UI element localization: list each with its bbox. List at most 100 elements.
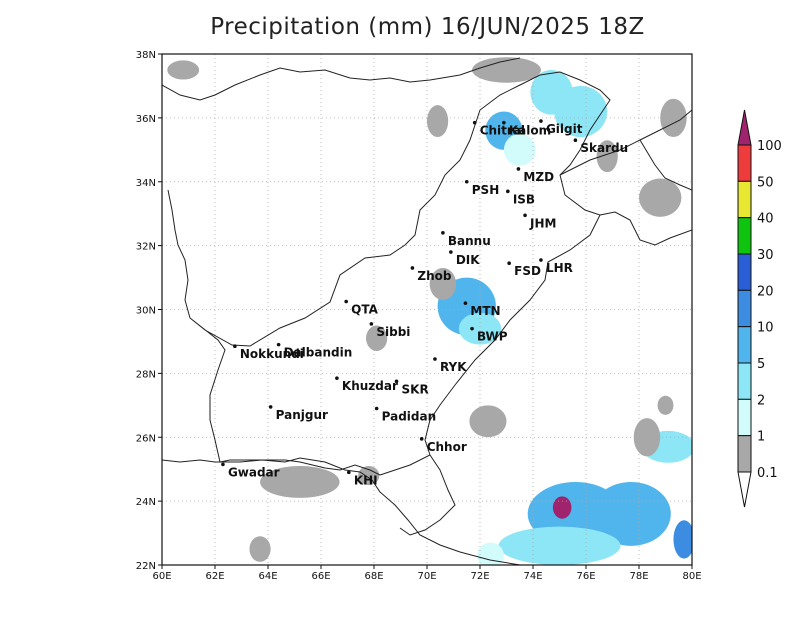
city-label: SKR [402,382,429,396]
precip-area [660,98,687,138]
precip-area [469,405,507,438]
legend-bottom-triangle [737,471,752,508]
lon-tick-label: 66E [311,571,330,582]
legend-swatch [737,253,752,291]
city-dot [433,357,437,361]
city-label: FSD [514,264,541,278]
city-label: Nokkundi [240,347,304,361]
lon-tick-label: 60E [152,571,171,582]
city-dot [374,406,379,411]
city-label: Khuzdar [342,379,398,393]
city-dot [233,344,237,349]
precip-area [657,395,674,415]
city-label: Sibbi [376,325,410,339]
precip-area [591,481,671,546]
city-dot [516,167,521,171]
city-dot [410,266,415,270]
color-legend: 0.1 1 2 5 10 20 30 40 50 100 [737,109,782,508]
precip-area [167,60,200,80]
lat-tick-label: 36N [136,114,156,125]
city-dot [344,299,348,304]
lat-tick-label: 30N [136,306,156,317]
legend-swatch [737,144,752,182]
legend-label: 50 [757,175,774,190]
city-label: Gilgit [546,122,583,136]
legend-swatch [737,326,752,364]
lon-tick-label: 70E [417,571,436,582]
precip-area [366,325,388,352]
city-label: BWP [477,330,508,344]
city-label: Chhor [427,440,467,454]
city-dot [573,138,578,143]
city-dot [463,301,468,305]
lat-tick-label: 32N [136,242,156,253]
city-label: Panjgur [276,408,328,422]
city-label: MTN [470,304,500,318]
city-dot [472,120,477,125]
country-borders [162,57,692,565]
legend-swatch [737,180,752,219]
legend-label: 0.1 [757,466,778,481]
city-dot [506,189,510,194]
city-dot [369,322,374,326]
city-label: DIK [456,253,480,267]
city-dot [539,258,543,262]
city-dot [441,231,445,235]
legend-swatch [737,289,752,328]
city-dot [507,261,511,265]
city-dot [502,120,506,125]
precipitation-shading [167,57,692,565]
city-dot [523,213,527,218]
legend-label: 100 [757,139,782,154]
precip-area [673,520,692,559]
lat-tick-label: 26N [136,433,156,444]
city-label: RYK [440,360,467,374]
precip-area [639,178,682,217]
city-dot [470,326,474,331]
city-dot [419,437,424,441]
precip-area [477,542,504,565]
city-label: ISB [513,192,535,206]
city-dot [539,119,543,123]
city-label: Skardu [580,141,628,155]
precip-area [552,496,572,519]
city-label: Bannu [448,234,491,248]
legend-label: 5 [757,357,765,372]
city-label: QTA [351,303,378,317]
lon-tick-label: 68E [364,571,383,582]
precip-area [249,536,271,562]
city-label: Kalom [509,124,551,138]
city-dot [394,379,399,384]
axis-ticks: 60E 62E 64E 66E 68E 70E 72E 74E 76E 78E 80E 22N 24N 2… [136,50,702,582]
map-title: Precipitation (mm) 16/JUN/2025 18Z [210,14,645,40]
legend-label: 20 [757,284,774,299]
lon-tick-label: 64E [258,571,277,582]
city-label: Dalbandin [284,346,353,360]
city-dot [464,179,469,184]
city-dot [335,376,339,380]
city-label: Gwadar [228,465,280,479]
city-label: Zhob [417,269,451,283]
city-label: Padidan [382,410,437,424]
lon-tick-label: 76E [576,571,595,582]
legend-label: 40 [757,212,774,227]
precip-area [429,267,457,300]
lon-tick-label: 62E [205,571,224,582]
legend-top-triangle [737,109,752,146]
city-dot [449,250,453,254]
lon-tick-label: 72E [470,571,489,582]
precip-area [458,312,502,345]
legend-swatch [737,398,752,437]
lat-tick-label: 38N [136,50,156,61]
city-dot [276,342,281,347]
city-dot [268,405,273,409]
lat-tick-label: 34N [136,178,156,189]
lat-tick-label: 28N [136,369,156,380]
legend-label: 1 [757,430,765,445]
gridlines [162,54,692,565]
city-label: LHR [546,261,573,275]
precip-area [503,133,536,166]
lat-tick-label: 22N [136,561,156,572]
